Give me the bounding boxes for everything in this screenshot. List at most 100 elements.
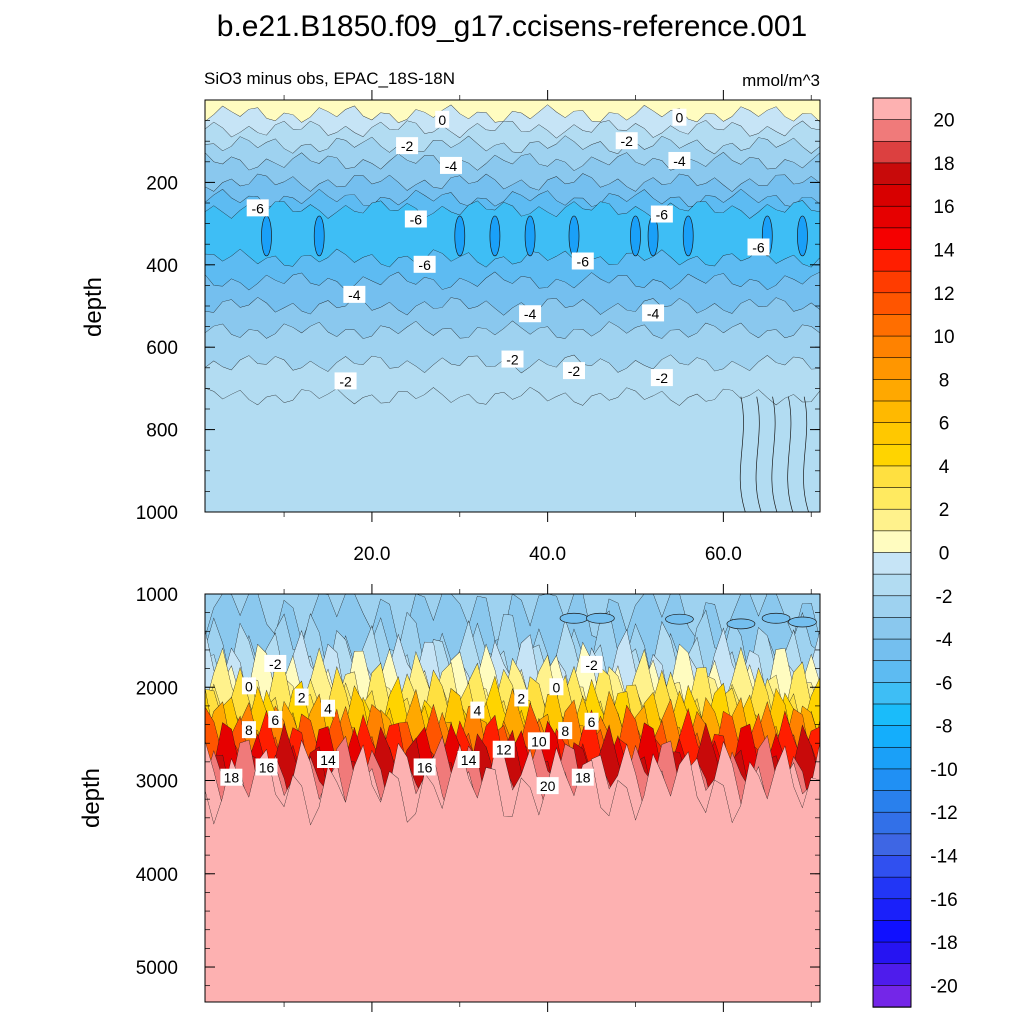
contour-label-bg xyxy=(580,655,603,673)
contour-label-bg xyxy=(268,710,283,728)
colorbar-label: 10 xyxy=(933,327,954,348)
colorbar-swatch xyxy=(872,703,912,727)
contour-band xyxy=(205,355,820,406)
colorbar-label: -8 xyxy=(936,717,953,738)
colorbar-label: 4 xyxy=(939,457,950,478)
contour-label-bg xyxy=(514,689,529,707)
contour-label: -6 xyxy=(752,239,765,255)
contour-label-bg xyxy=(294,688,309,706)
colorbar-swatch xyxy=(872,530,912,554)
contour-label: 14 xyxy=(461,752,477,768)
contour-label-bg xyxy=(650,205,673,223)
contour-label: -2 xyxy=(656,370,669,386)
colorbar-swatch xyxy=(872,162,912,186)
y-tick-label: 400 xyxy=(146,256,178,277)
colorbar-swatch xyxy=(872,314,912,337)
colorbar-label: -14 xyxy=(930,847,958,868)
colorbar-swatch xyxy=(872,573,912,597)
contour-label: 0 xyxy=(245,678,253,694)
contour-label: 0 xyxy=(438,112,446,128)
contour-core xyxy=(489,215,501,257)
contour-label-bg xyxy=(264,654,287,672)
contour-label-bg xyxy=(413,255,436,273)
contour-label-bg xyxy=(668,151,691,169)
contour-core xyxy=(761,612,791,624)
contour-label-bg xyxy=(501,350,524,368)
colorbar-swatch xyxy=(872,617,912,640)
contour-label-bg xyxy=(536,777,559,795)
colorbar-label: 12 xyxy=(933,284,954,305)
contour-core xyxy=(524,215,536,257)
contour-band xyxy=(205,321,820,374)
colorbar-swatch xyxy=(872,249,912,272)
chart-title: b.e21.B1850.f09_g17.ccisens-reference.00… xyxy=(217,10,807,43)
contour-core xyxy=(559,612,589,624)
contour-label-bg xyxy=(241,677,256,695)
contour-label-bg xyxy=(563,362,585,380)
contour-band xyxy=(205,387,820,512)
colorbar-swatch xyxy=(872,184,912,207)
colorbar: 20181614121086420-2-4-6-8-10-12-14-16-18… xyxy=(872,97,958,1008)
units-label: mmol/m^3 xyxy=(742,71,820,90)
contour-label-bg xyxy=(747,238,770,256)
contour-core xyxy=(682,215,694,257)
contour-label-bg xyxy=(558,722,573,740)
contour-label: 0 xyxy=(553,679,561,695)
contour-core xyxy=(586,612,615,624)
contour-label: -6 xyxy=(656,207,669,223)
colorbar-label: 16 xyxy=(933,197,954,218)
contour-band xyxy=(205,120,820,155)
chart-subtitle: SiO3 minus obs, EPAC_18S-18N xyxy=(204,69,455,88)
contour-label: 8 xyxy=(245,722,253,738)
contour-label: -2 xyxy=(401,138,414,154)
contour-label: -4 xyxy=(445,158,458,174)
colorbar-swatch xyxy=(872,595,912,619)
contour-label: 18 xyxy=(224,770,240,786)
contour-band xyxy=(205,104,820,139)
contour-label: 12 xyxy=(496,742,512,758)
contour-label-bg xyxy=(549,678,564,696)
y-tick-label: 200 xyxy=(146,173,178,194)
contour-label: -6 xyxy=(251,200,264,216)
colorbar-label: 8 xyxy=(939,370,950,391)
upper-panel: 0 0 -2 -2 -4 -4 -6 -6 -6 -6 -6 -6 -4 -4 -4 -2 -2 -2 -2 200 4… xyxy=(136,90,821,565)
contour-label: 8 xyxy=(561,723,569,739)
colorbar-swatch xyxy=(872,920,912,943)
colorbar-swatch xyxy=(872,335,912,359)
colorbar-swatch xyxy=(872,227,912,251)
contour-label-bg xyxy=(672,108,687,126)
contour-label: -4 xyxy=(524,306,537,322)
contour-label: -2 xyxy=(339,373,352,389)
colorbar-label: -20 xyxy=(930,976,957,997)
contour-label: -2 xyxy=(620,133,633,149)
colorbar-swatch xyxy=(872,638,912,662)
contour-band xyxy=(205,699,820,785)
contour-label: 2 xyxy=(298,690,306,706)
colorbar-swatch xyxy=(872,552,912,575)
contour-band xyxy=(205,189,820,219)
contour-label-bg xyxy=(321,699,335,717)
contour-core xyxy=(797,215,808,257)
colorbar-swatch xyxy=(872,898,912,922)
colorbar-swatch xyxy=(872,811,912,835)
colorbar-label: 2 xyxy=(939,500,950,521)
contour-label: -2 xyxy=(269,656,282,672)
colorbar-swatch xyxy=(872,682,912,705)
contour-label-bg xyxy=(435,110,450,128)
colorbar-swatch xyxy=(872,768,912,792)
contour-label-bg xyxy=(334,372,357,390)
colorbar-swatch xyxy=(872,205,912,229)
colorbar-label: -6 xyxy=(936,673,953,694)
colorbar-swatch xyxy=(872,985,912,1008)
y-tick-label: 5000 xyxy=(136,958,178,979)
contour-label-bg xyxy=(571,768,594,786)
contour-label: 14 xyxy=(320,752,336,768)
y-tick-label: 2000 xyxy=(136,678,178,699)
contour-core xyxy=(726,618,756,630)
colorbar-swatch xyxy=(872,508,912,532)
upper-ylabel: depth xyxy=(80,277,107,337)
colorbar-swatch xyxy=(872,790,912,813)
colorbar-swatch xyxy=(872,746,912,770)
contour-band xyxy=(205,297,820,339)
contour-label: 4 xyxy=(324,701,332,717)
